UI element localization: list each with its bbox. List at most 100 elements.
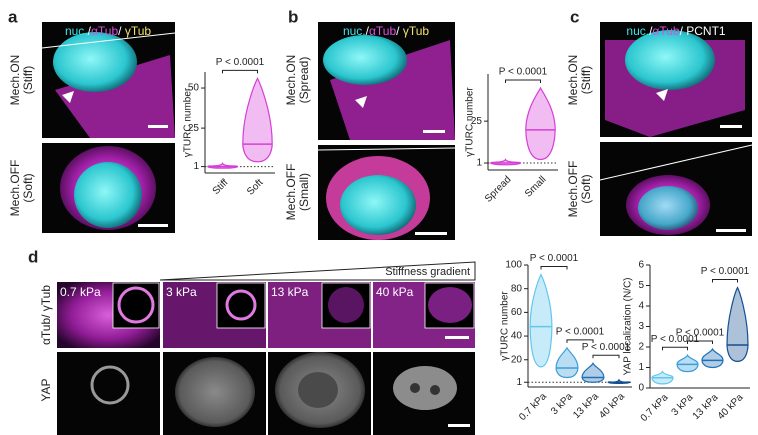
p-value: P < 0.0001	[216, 57, 265, 68]
y-tick-label: 100	[505, 260, 522, 271]
p-value: P < 0.0001	[651, 334, 700, 345]
channel-name: γTub	[125, 24, 152, 38]
channel-name: αTub	[369, 24, 396, 38]
channel-name: nuc.	[343, 24, 366, 38]
stiffness-label: 0.7 kPa	[60, 285, 101, 299]
p-value: P < 0.0001	[676, 328, 725, 339]
p-value: P < 0.0001	[582, 342, 631, 353]
channel-name: αTub	[91, 24, 118, 38]
channel-name: /	[649, 24, 653, 38]
y-tick-label: 2	[638, 342, 644, 353]
panel-letter: a	[8, 7, 18, 26]
y-tick-label: 1	[476, 158, 482, 169]
y-tick-label: 80	[511, 283, 523, 294]
significance-bracket	[687, 340, 713, 345]
channel-name: /	[88, 24, 92, 38]
significance-bracket	[712, 279, 738, 283]
significance-bracket	[662, 346, 688, 351]
violin	[726, 286, 749, 362]
y-tick-label: 40	[511, 331, 523, 342]
p-value: P < 0.0001	[499, 67, 548, 78]
y-tick-label: 1	[193, 161, 199, 172]
channel-name: nuc.	[65, 24, 88, 38]
y-tick-label: 1	[638, 362, 644, 373]
channel-name: / PCNT1	[680, 24, 726, 38]
violin	[490, 158, 521, 166]
row-label: Mech.OFF	[284, 164, 298, 221]
x-tick-label: 13 kPa	[691, 392, 721, 422]
y-tick-label: 20	[511, 354, 523, 365]
violin	[555, 346, 579, 379]
y-axis-label: YAP localization (N/C)	[623, 278, 634, 376]
x-tick-label: 0.7 kPa	[517, 391, 549, 423]
violin	[581, 361, 605, 383]
x-tick-label: Small	[523, 174, 548, 199]
significance-bracket	[505, 79, 541, 83]
x-tick-label: Soft	[245, 177, 266, 198]
x-tick-label: Spread	[483, 174, 514, 205]
x-tick-label: 13 kPa	[571, 391, 601, 421]
x-tick-label: Stiff	[211, 177, 231, 197]
y-axis-label: γTURC number	[183, 87, 194, 157]
panel-letter: b	[288, 7, 298, 26]
stiffness-label: 13 kPa	[271, 285, 309, 299]
row-label: (Stiff)	[579, 66, 593, 94]
significance-bracket	[222, 69, 258, 74]
violin	[525, 86, 556, 161]
labels: a b c d Stiffness gradient αTub/ γTub YA…	[8, 7, 579, 401]
y-tick-label: 25	[471, 116, 483, 127]
violin	[207, 162, 238, 169]
row-label: (Spread)	[297, 57, 311, 104]
row-label: Mech.ON	[566, 55, 580, 106]
panel-letter: d	[28, 247, 38, 266]
y-tick-label: 4	[638, 301, 644, 312]
p-value: P < 0.0001	[701, 266, 750, 277]
y-axis-label: γTURC number	[500, 291, 511, 361]
row-label: (Soft)	[21, 173, 35, 202]
row-label: Mech.OFF	[8, 160, 22, 217]
y-tick-label: 1	[516, 377, 522, 388]
micrographs	[41, 22, 753, 435]
channel-name: γTub	[403, 24, 430, 38]
row-label: Mech.ON	[8, 55, 22, 106]
row-label: (Small)	[297, 173, 311, 211]
y-tick-label: 3	[638, 321, 644, 332]
row-label: Mech.OFF	[566, 161, 580, 218]
y-tick-label: 50	[188, 83, 200, 94]
channel-label: nuc./αTub/ γTub	[343, 24, 429, 38]
y-tick-label: 60	[511, 307, 523, 318]
panel-letter: c	[570, 7, 579, 26]
y-tick-label: 0	[638, 383, 644, 394]
gradient-label: Stiffness gradient	[385, 266, 470, 278]
violin	[701, 347, 724, 369]
y-tick-label: 25	[188, 123, 200, 134]
channel-name: nuc.	[626, 24, 649, 38]
violin	[676, 353, 699, 373]
y-axis-label: γTURC number	[465, 87, 476, 157]
y-tick-label: 6	[638, 260, 644, 271]
channel-label: nuc./αTub/ γTub	[65, 24, 151, 38]
channel-name: /	[366, 24, 370, 38]
channel-name: /	[118, 24, 125, 38]
row-label: (Soft)	[579, 174, 593, 203]
significance-bracket	[592, 354, 620, 359]
channel-name: αTub	[652, 24, 679, 38]
stiffness-label: 40 kPa	[376, 285, 414, 299]
violin	[529, 273, 553, 368]
channel-label: nuc./αTub/ PCNT1	[626, 24, 726, 38]
significance-bracket	[566, 339, 594, 343]
row-label: Mech.ON	[284, 55, 298, 106]
significance-bracket	[540, 265, 568, 270]
x-tick-label: 40 kPa	[716, 392, 746, 422]
violin	[242, 77, 273, 163]
x-tick-label: 0.7 kPa	[639, 392, 671, 424]
y-tick-label: 5	[638, 280, 644, 291]
channel-name: /	[396, 24, 403, 38]
row-label: YAP	[39, 378, 53, 401]
row-label: (Stiff)	[21, 66, 35, 94]
x-tick-label: 40 kPa	[597, 391, 627, 421]
p-value: P < 0.0001	[556, 327, 605, 338]
p-value: P < 0.0001	[530, 253, 579, 264]
row-label: αTub/ γTub	[39, 285, 53, 345]
